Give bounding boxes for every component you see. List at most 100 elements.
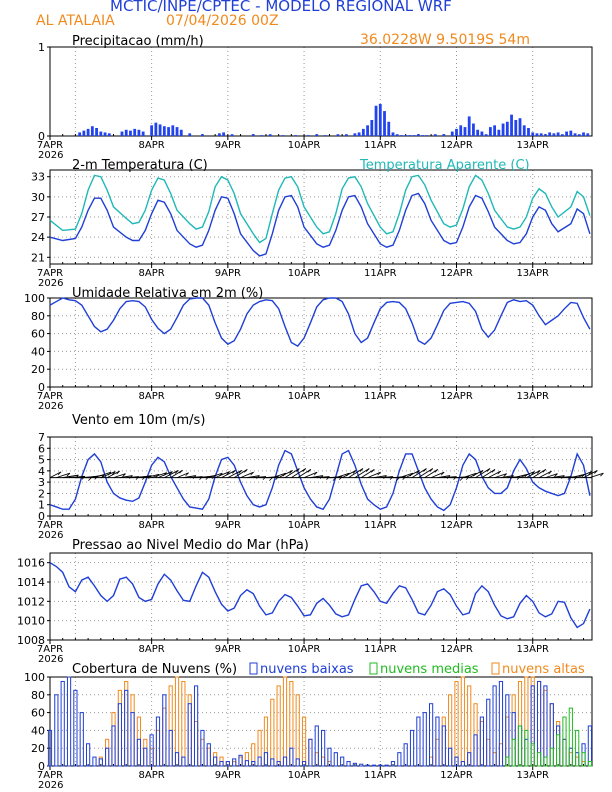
y-tick-label: 80	[31, 689, 45, 702]
x-tick-label: 7APR	[37, 770, 63, 781]
cloud-bar-blue	[219, 761, 224, 767]
precip-bar	[154, 122, 158, 136]
x-tick-label: 8APR	[139, 268, 165, 279]
x-tick-label: 9APR	[215, 770, 241, 781]
cloud-bar-blue	[384, 764, 389, 767]
wind-barb-flag	[497, 470, 502, 475]
y-tick-label: 80	[31, 310, 45, 323]
wind-barb-flag	[66, 472, 71, 477]
precip-bar	[78, 132, 82, 136]
cloud-bar-blue	[371, 764, 377, 767]
precip-bar	[472, 123, 475, 136]
y-tick-label: 40	[31, 724, 45, 737]
cloud-bar-blue	[263, 752, 269, 767]
y-tick-label: 7	[38, 431, 45, 444]
cloud-bar-green	[505, 756, 510, 767]
cloud-bar-green	[587, 761, 592, 767]
precip-bar	[90, 126, 94, 136]
legend-swatch	[249, 662, 258, 675]
plot-frame	[49, 46, 593, 137]
wind-barb	[291, 468, 307, 479]
wind-barb-flag	[479, 470, 484, 474]
wind-barb-flag	[423, 468, 427, 472]
apparent-temperature-line	[49, 174, 591, 244]
cloud-bar-green	[581, 752, 586, 767]
x-tick-label: 12APR	[440, 268, 473, 279]
cloud-bar-blue	[289, 747, 294, 767]
wind-barb-flag	[313, 471, 318, 476]
x-tick-label: 7APR	[37, 644, 63, 655]
cloud-bar-blue	[422, 712, 427, 767]
y-tick-label: 21	[31, 251, 45, 264]
precip-bar	[175, 127, 179, 136]
precip-bar	[467, 116, 471, 136]
precip-bar	[425, 135, 429, 136]
precip-bar	[395, 134, 399, 136]
temperature-line	[49, 192, 591, 257]
precip-bar	[577, 134, 581, 136]
precip-bar	[251, 134, 255, 136]
panel-rh: 0 20 40 60 80 100 7APR 8APR 9APR 10APR 11APR 12APR 1…	[24, 286, 593, 412]
x-tick-label: 13APR	[516, 140, 549, 151]
wind-barb-flag	[600, 472, 604, 477]
precip-bar	[573, 133, 577, 136]
precip-bar	[374, 105, 378, 136]
wind-barb-flag	[226, 471, 230, 475]
cloud-bar-blue	[479, 716, 485, 767]
cloud-bar-green	[517, 725, 523, 767]
x-tick-label: 13APR	[516, 268, 549, 279]
cloud-bar-blue	[168, 729, 173, 767]
wind-barb	[341, 470, 357, 479]
cloud-bar-blue	[276, 761, 281, 767]
cloud-bar-blue	[174, 752, 180, 767]
cloud-bar-blue	[403, 743, 408, 767]
precip-bar	[150, 125, 154, 136]
wind-barb	[513, 473, 528, 479]
y-tick-label: 0	[38, 130, 45, 143]
wind-barb	[303, 471, 318, 479]
precip-bar	[480, 131, 484, 136]
cloud-bar-blue	[193, 685, 199, 767]
precip-bar	[188, 133, 192, 136]
precip-bar	[171, 125, 175, 136]
precip-bar	[582, 132, 585, 136]
panel-title: Pressao ao Nivel Medio do Mar (hPa)	[72, 538, 309, 553]
wind-barb-flag	[307, 469, 312, 473]
precip-bar	[488, 127, 492, 136]
x-tick-label: 9APR	[215, 140, 241, 151]
wind-barb	[538, 470, 552, 479]
wind-barb	[56, 472, 71, 479]
wind-barb-flag	[185, 472, 189, 477]
wind-barb	[589, 472, 604, 479]
precip-bar	[268, 134, 272, 136]
y-tick-label: 1010	[17, 615, 45, 628]
wind-barb	[335, 472, 350, 479]
precip-bar	[442, 134, 446, 136]
x-year-label: 2026	[38, 780, 63, 791]
cloud-bar-orange	[181, 680, 186, 767]
wind-barb	[360, 468, 375, 479]
wind-barb-flag	[548, 470, 552, 475]
plot-frame	[49, 552, 593, 641]
cloud-bar-blue	[47, 729, 53, 767]
x-tick-label: 11APR	[364, 391, 397, 402]
precip-bar	[548, 132, 552, 136]
panel-pres: 1008 1010 1012 1014 1016 7APR 8APR 9APR 10APR 11A…	[17, 538, 593, 665]
wind-barb	[354, 468, 370, 479]
wind-barb	[284, 468, 300, 479]
cloud-bar-blue	[340, 756, 345, 767]
x-tick-label: 7APR	[37, 140, 63, 151]
cloud-bar-blue	[359, 763, 364, 767]
cloud-bar-blue	[117, 703, 122, 767]
y-tick-label: 0	[38, 381, 45, 394]
cloud-bar-blue	[473, 734, 478, 767]
precip-bar	[433, 134, 437, 136]
wind-barb-flag	[112, 471, 116, 475]
cloud-bar-blue	[60, 680, 65, 767]
wind-barb-flag	[594, 470, 598, 474]
cloud-bar-blue	[73, 689, 78, 767]
precip-bar	[124, 129, 128, 136]
cloud-bar-green	[530, 743, 535, 767]
